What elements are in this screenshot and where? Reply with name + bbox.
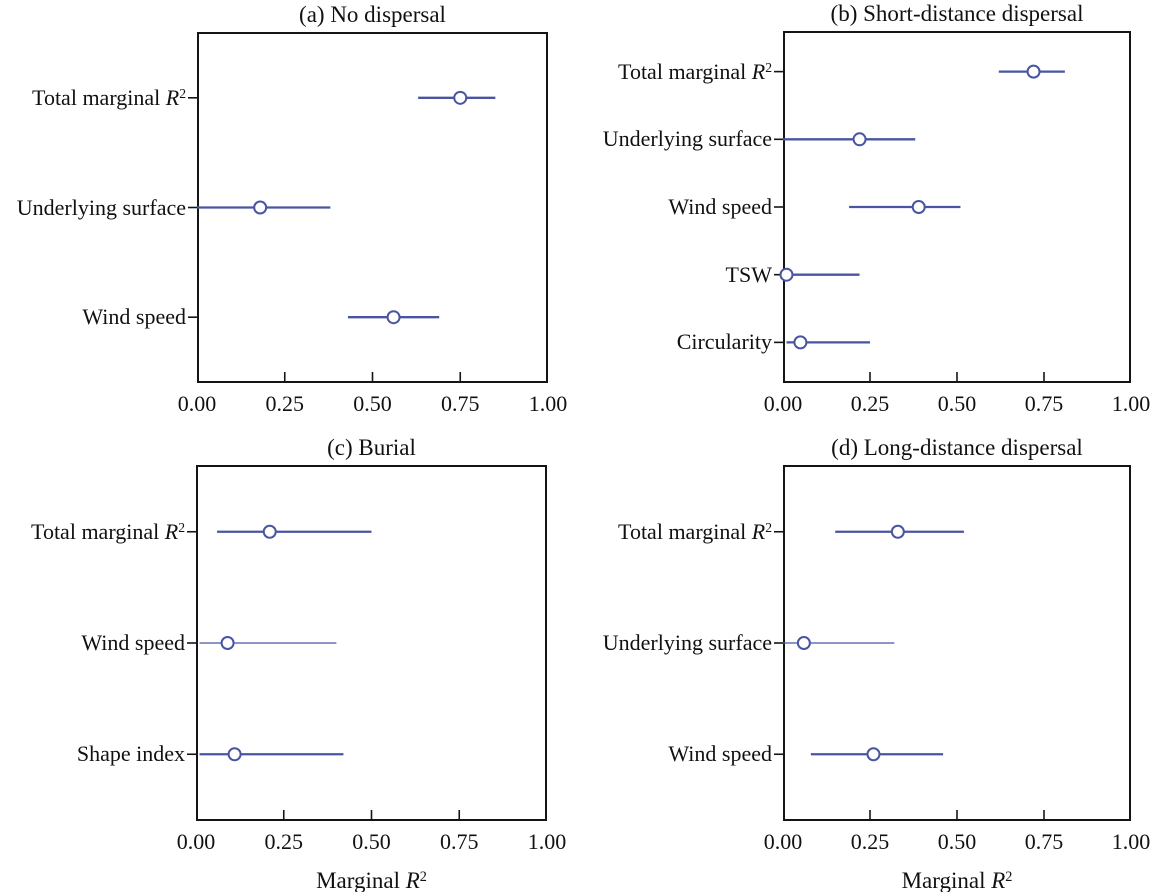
panel-title: (d) Long-distance dispersal [831, 434, 1083, 460]
category-label: Circularity [676, 329, 772, 355]
estimate-marker [386, 310, 401, 325]
panel-title: (b) Short-distance dispersal [830, 0, 1084, 26]
x-tick-label: 1.00 [528, 391, 568, 416]
x-tick-label: 0.50 [352, 829, 391, 854]
estimate-marker [220, 636, 235, 650]
x-tick-label: 0.25 [265, 391, 305, 416]
x-tick-label: 0.75 [1024, 391, 1064, 416]
category-label: Wind speed [668, 741, 772, 767]
x-tick-label: 0.75 [441, 391, 480, 416]
category-label: Underlying surface [602, 629, 772, 655]
x-tick-label: 0.50 [937, 391, 977, 416]
x-tick-label: 0.75 [1024, 829, 1064, 854]
estimate-marker [911, 200, 926, 214]
x-tick-label: 0.25 [850, 829, 890, 854]
panel-b-short-distance-dispersal: (b) Short-distance dispersal Total margi… [603, 1, 1150, 416]
panel-title: (a) No dispersal [299, 1, 446, 27]
estimate-marker [227, 747, 242, 762]
category-label: Total marginal R2 [618, 518, 772, 544]
x-tick-label: 0.00 [176, 829, 216, 854]
estimate-marker [890, 524, 905, 539]
category-label: Wind speed [81, 629, 185, 655]
panel-c-burial: (c) Burial Marginal R2 Total marginal R2… [31, 435, 566, 892]
estimate-marker [866, 747, 881, 762]
x-axis-label: Marginal R2 [316, 868, 427, 892]
category-label: Total marginal R2 [32, 84, 186, 110]
x-tick-label: 0.00 [763, 391, 803, 416]
category-label: Total marginal R2 [618, 58, 772, 84]
estimate-marker [262, 524, 277, 539]
x-tick-label: 0.75 [440, 829, 479, 854]
estimate-marker [779, 267, 794, 282]
estimate-marker [796, 636, 811, 650]
estimate-marker [793, 335, 808, 350]
x-tick-label: 0.50 [353, 391, 392, 416]
panel-a-no-dispersal: (a) No dispersal Total marginal R2 Underl… [17, 2, 567, 416]
panel-title: (c) Burial [327, 434, 416, 460]
x-tick-label: 1.00 [1111, 391, 1151, 416]
panel-d-long-distance-dispersal: (d) Long-distance dispersal Marginal R2 … [603, 435, 1150, 892]
plot-canvas [187, 524, 461, 819]
x-tick-label: 0.25 [264, 829, 304, 854]
category-label: Underlying surface [602, 126, 772, 152]
category-label: Wind speed [82, 304, 186, 330]
plot-canvas [188, 90, 496, 381]
x-tick-label: 0.00 [763, 829, 803, 854]
x-tick-label: 1.00 [1111, 829, 1151, 854]
x-tick-label: 0.25 [850, 391, 890, 416]
category-label: Total marginal R2 [31, 518, 185, 544]
category-label: Underlying surface [16, 194, 186, 220]
category-label: TSW [725, 261, 772, 287]
estimate-marker [1026, 64, 1041, 79]
plot-canvas [774, 524, 1045, 819]
category-label: Shape index [76, 741, 185, 767]
x-tick-label: 0.00 [177, 391, 217, 416]
plot-canvas [774, 64, 1065, 381]
estimate-marker [852, 132, 867, 147]
estimate-marker [453, 90, 468, 105]
x-tick-label: 0.50 [937, 829, 977, 854]
x-tick-label: 1.00 [527, 829, 567, 854]
category-label: Wind speed [668, 193, 772, 219]
estimate-marker [253, 200, 268, 215]
x-axis-label: Marginal R2 [901, 868, 1013, 892]
